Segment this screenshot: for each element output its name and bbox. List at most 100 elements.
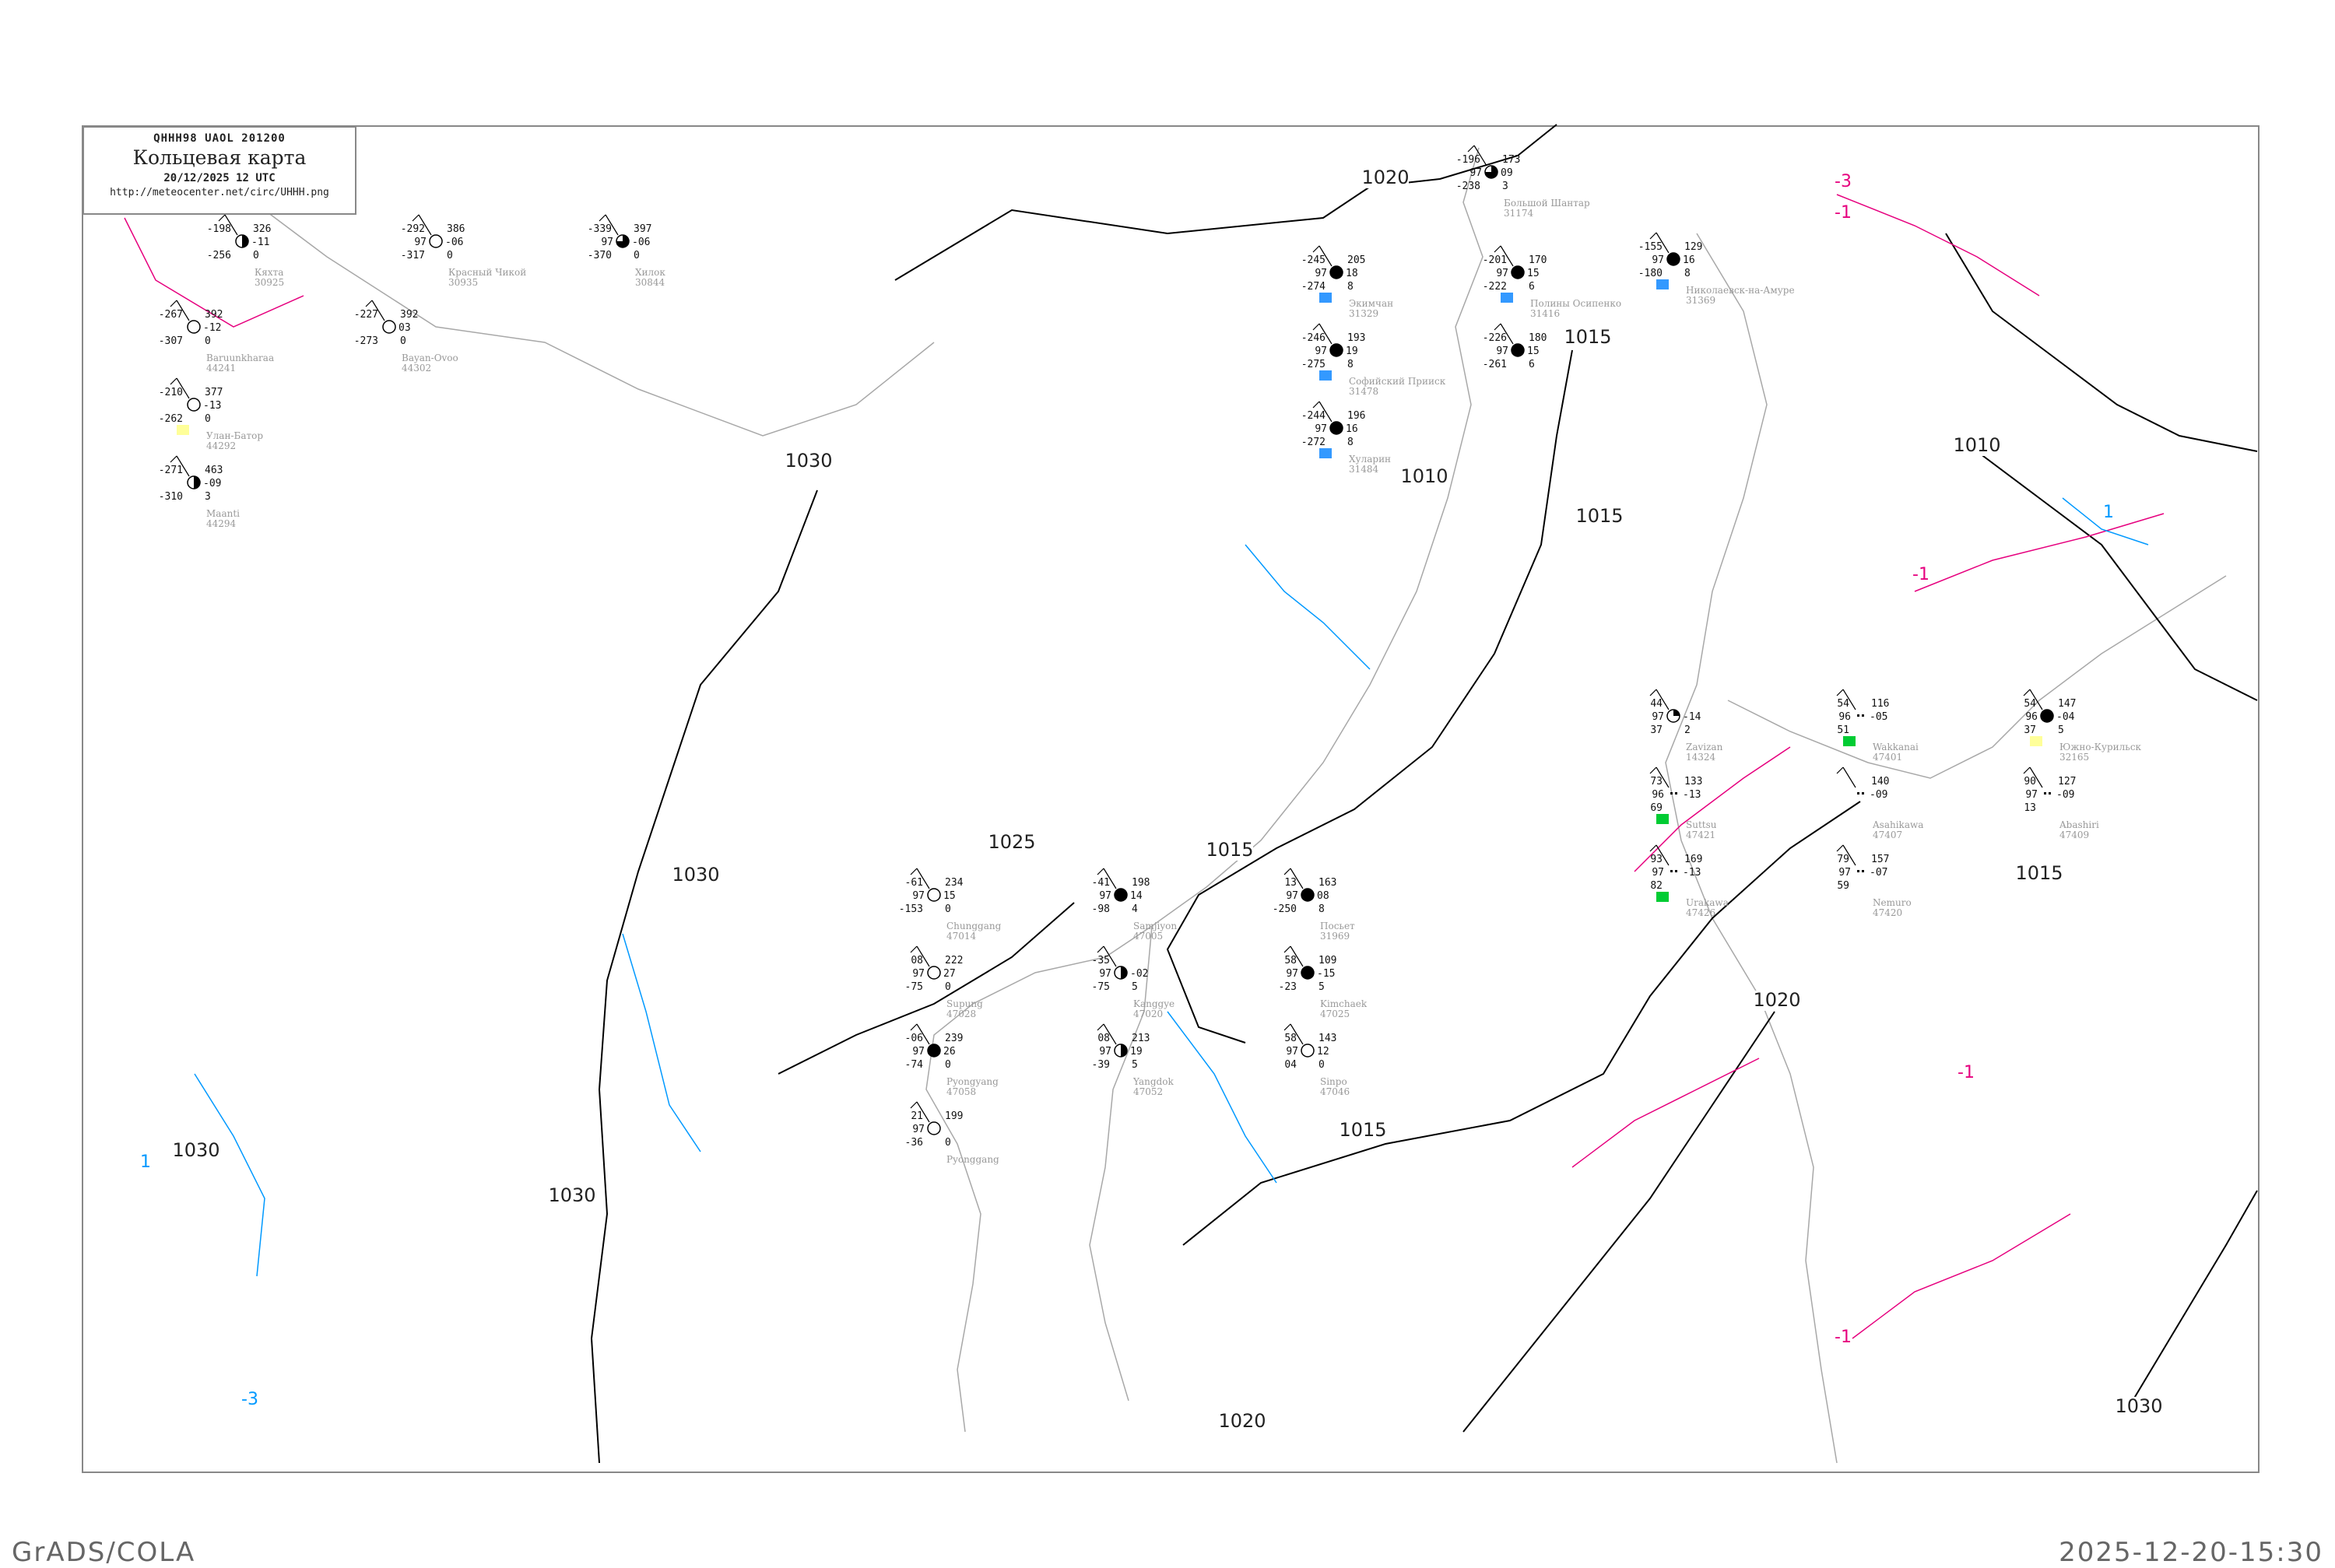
- isobar-label: 1030: [172, 1139, 219, 1161]
- isobar-label: 1015: [1206, 839, 1253, 861]
- fog-marker-icon: [177, 425, 189, 435]
- station-id: 31416: [1530, 308, 1560, 319]
- shower-dot-icon: [1670, 792, 1673, 795]
- air-temperature: -244: [1301, 410, 1326, 422]
- isotherms: [124, 194, 2165, 1339]
- dew-point: -275: [1301, 359, 1326, 370]
- isobar-label-bg: [1219, 1412, 1266, 1432]
- wind-barb-icon: [1649, 766, 1670, 788]
- station-name: Николаевск-на-Амуре: [1686, 285, 1795, 296]
- pressure-tendency: 03: [399, 322, 411, 334]
- pressure: 463: [205, 465, 223, 476]
- station-name: Suttsu: [1686, 819, 1717, 830]
- air-temperature: 79: [1837, 854, 1849, 865]
- isobar-label: 1030: [672, 864, 719, 886]
- station-plots: -198-256326-110Кяхта30925-29297-317386-0…: [159, 145, 2142, 1165]
- cloud-cover-icon: [1301, 966, 1315, 980]
- station-id: 44294: [206, 518, 237, 529]
- pressure: 143: [1318, 1033, 1336, 1044]
- isobar-label: 1020: [1218, 1410, 1266, 1432]
- pressure-tendency: 19: [1130, 1046, 1143, 1058]
- station-id: 47426: [1686, 907, 1715, 918]
- station-name: Kimchaek: [1320, 998, 1368, 1009]
- pressure: 199: [945, 1110, 963, 1122]
- isobars: [590, 124, 2258, 1464]
- dew-point: -75: [1092, 981, 1110, 993]
- visibility: 97: [912, 890, 925, 902]
- air-temperature: 44: [1650, 698, 1663, 710]
- pressure-tendency: -13: [1683, 789, 1701, 801]
- source-url[interactable]: http://meteocenter.net/circ/UHHH.png: [110, 187, 329, 198]
- station-name: Samjiyon: [1133, 921, 1177, 931]
- visibility: 97: [1099, 968, 1111, 980]
- shower-dot-icon: [1675, 792, 1677, 795]
- past-weather: 2: [1684, 724, 1691, 736]
- footer-software: GrADS/COLA: [12, 1537, 196, 1568]
- rain-marker-icon: [1656, 814, 1669, 824]
- station-id: 47028: [946, 1009, 976, 1019]
- past-weather: 6: [1529, 281, 1535, 293]
- pressure: 127: [2058, 776, 2076, 788]
- air-temperature: 08: [1097, 1033, 1110, 1044]
- air-temperature: -246: [1301, 332, 1326, 344]
- station-id: 31174: [1504, 208, 1534, 219]
- wind-barb-icon: [910, 868, 930, 889]
- map-date: 20/12/2025 12 UTC: [163, 172, 276, 184]
- station-name: Nemuro: [1873, 897, 1912, 908]
- air-temperature: -196: [1456, 154, 1480, 166]
- shower-dot-icon: [1862, 714, 1864, 717]
- shower-dot-icon: [2049, 792, 2051, 795]
- past-weather: 0: [945, 1059, 951, 1071]
- visibility: 97: [1469, 167, 1482, 179]
- visibility: 97: [1652, 254, 1664, 266]
- isobar-label-bg: [1564, 328, 1611, 348]
- map-frame: [82, 125, 2260, 1473]
- rain-marker-icon: [1656, 892, 1669, 902]
- dew-point: -74: [905, 1059, 924, 1071]
- past-weather: 5: [2058, 724, 2064, 736]
- isotherm-labels: -3-1-1-1-11-31: [140, 172, 2114, 1409]
- wind-barb-icon: [170, 300, 190, 321]
- dew-point: -75: [905, 981, 923, 993]
- pressure: 239: [945, 1033, 963, 1044]
- isobar-label: 1025: [988, 831, 1035, 853]
- air-temperature: -271: [159, 465, 183, 476]
- shower-dot-icon: [1670, 870, 1673, 872]
- station-id: 31969: [1320, 931, 1350, 942]
- map-header: QHHH98 UAOL 201200 Кольцевая карта 20/12…: [83, 126, 356, 215]
- dew-point: 37: [2024, 724, 2036, 736]
- station-name: Urakawa: [1686, 897, 1729, 908]
- pressure-tendency: -02: [1130, 968, 1148, 980]
- visibility: 97: [414, 237, 427, 248]
- station-name: Abashiri: [2059, 819, 2099, 830]
- dew-point: 69: [1650, 802, 1663, 814]
- cloud-cover-half-icon: [1121, 1044, 1127, 1057]
- station-name: Большой Шантар: [1504, 198, 1590, 209]
- air-temperature: -227: [354, 309, 378, 321]
- visibility: 97: [1099, 890, 1111, 902]
- isobar-label-bg: [1206, 840, 1253, 861]
- station-name: Улан-Батор: [206, 430, 263, 441]
- pressure-tendency: -09: [2056, 789, 2074, 801]
- wind-barb-icon: [1283, 1023, 1304, 1045]
- dew-point: -222: [1483, 281, 1507, 293]
- air-temperature: -61: [905, 877, 923, 889]
- footer-timestamp: 2025-12-20-15:30: [2059, 1537, 2323, 1568]
- air-temperature: 93: [1650, 854, 1663, 865]
- visibility: 97: [1496, 268, 1508, 279]
- rain-marker-icon: [1843, 736, 1856, 746]
- dew-point: -250: [1273, 903, 1297, 915]
- visibility: 97: [1286, 968, 1298, 980]
- cloud-cover-icon: [1329, 421, 1343, 435]
- isobar-label-bg: [2116, 1397, 2162, 1417]
- station-id: 32165: [2059, 752, 2089, 763]
- wind-barb-icon: [170, 377, 190, 399]
- station-name: Baruunkharaa: [206, 353, 274, 363]
- station-name: Посьет: [1320, 921, 1355, 931]
